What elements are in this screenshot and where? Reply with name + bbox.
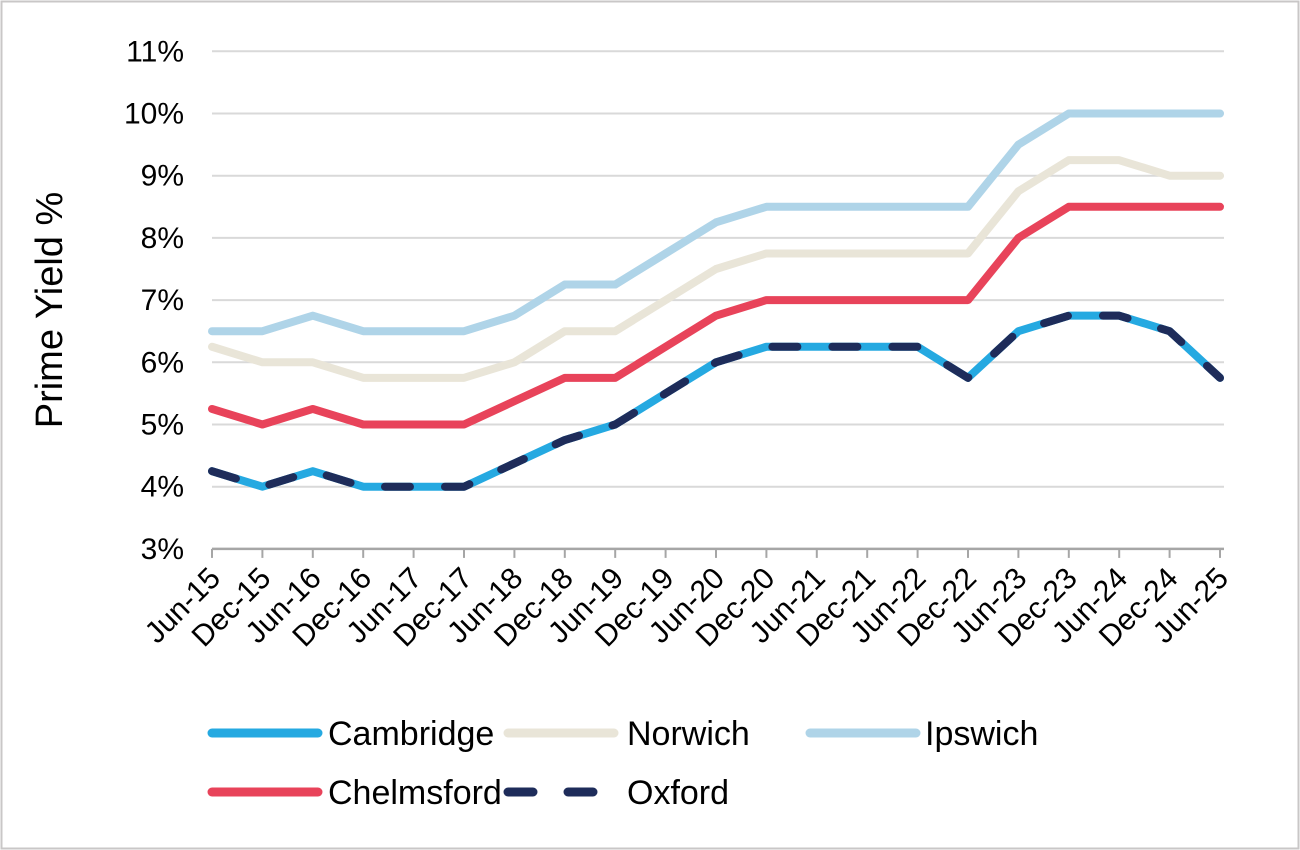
y-tick-label: 8% [141, 222, 184, 255]
x-axis-tick-labels: Jun-15Dec-15Jun-16Dec-16Jun-17Dec-17Jun-… [139, 562, 1235, 654]
legend-item-ipswich: Ipswich [805, 715, 1038, 753]
y-tick-label: 11% [126, 35, 184, 68]
legend-label-cambridge: Cambridge [328, 715, 494, 753]
y-tick-label: 4% [141, 471, 184, 504]
x-axis [211, 547, 1224, 558]
series-line-chelmsford [208, 202, 1224, 429]
y-axis-title: Prime Yield % [29, 192, 71, 429]
y-tick-label: 6% [141, 346, 184, 379]
y-tick-label: 7% [141, 284, 184, 317]
legend: Cambridge Norwich Ipswich Chelmsford Oxford [207, 715, 1038, 812]
legend-item-norwich: Norwich [503, 715, 750, 753]
series-lines [208, 109, 1224, 491]
legend-label-chelmsford: Chelmsford [328, 774, 502, 812]
gridlines [212, 50, 1224, 488]
series-line-cambridge [208, 311, 1224, 491]
legend-label-ipswich: Ipswich [925, 715, 1038, 753]
y-tick-label: 10% [124, 98, 184, 131]
legend-item-chelmsford: Chelmsford [207, 774, 502, 812]
series-line-ipswich [208, 109, 1224, 336]
legend-label-oxford: Oxford [627, 774, 729, 812]
y-tick-label: 5% [141, 409, 184, 442]
y-tick-label: 3% [141, 533, 184, 566]
series-line-oxford [208, 311, 1224, 491]
y-axis-tick-labels: 3% 4% 5% 6% 7% 8% 9% 10% 11% [124, 35, 184, 566]
y-tick-label: 9% [141, 160, 184, 193]
legend-item-oxford: Oxford [503, 774, 729, 812]
legend-label-norwich: Norwich [627, 715, 750, 753]
legend-item-cambridge: Cambridge [207, 715, 494, 753]
series-line-norwich [208, 156, 1224, 382]
